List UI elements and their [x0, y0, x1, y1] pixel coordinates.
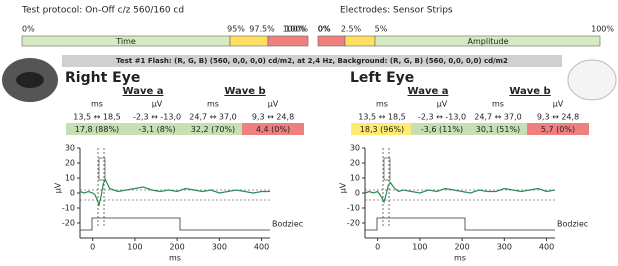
x-tick-label: 400	[539, 243, 554, 252]
wave-b: Wave b	[509, 86, 550, 97]
y-tick-label: 0	[355, 189, 360, 198]
y-label: µV	[339, 182, 348, 193]
x-tick-label: 400	[254, 243, 269, 252]
range: 13,5 ↔ 18,5	[358, 113, 405, 122]
unit: ms	[207, 100, 219, 109]
stimulus-label: Bodziec	[557, 220, 588, 229]
scale-mark: 5%	[375, 25, 388, 34]
unit: ms	[91, 100, 103, 109]
x-tick-label: 200	[454, 243, 469, 252]
scale-segment	[268, 36, 308, 46]
range: -2,3 ↔ -13,0	[418, 113, 466, 122]
unit: µV	[553, 100, 564, 109]
wave-b: Wave b	[224, 86, 265, 97]
trace	[365, 183, 555, 203]
x-tick-label: 100	[127, 243, 142, 252]
scale-label: Amplitude	[468, 37, 509, 46]
x-label: ms	[169, 254, 181, 263]
scale-mark: 100%	[283, 25, 306, 34]
eye-title: Left Eye	[350, 70, 414, 86]
x-tick-label: 200	[169, 243, 184, 252]
result: 4,4 (0%)	[256, 125, 290, 134]
scale-segment	[345, 36, 375, 46]
range: 9,3 ↔ 24,8	[537, 113, 579, 122]
eye-pupil	[16, 72, 44, 88]
scale-mark: 97.5%	[249, 25, 275, 34]
report: Test protocol: On-Off c/z 560/160 cd Elec…	[0, 0, 618, 266]
y-tick-label: 30	[350, 144, 360, 153]
scale-segment	[230, 36, 268, 46]
scale-end: 100%	[591, 25, 614, 34]
stimulus	[80, 218, 270, 230]
x-tick-label: 0	[90, 243, 95, 252]
scale-mark: 95%	[227, 25, 245, 34]
eye-icon	[568, 60, 616, 100]
scale-label: Time	[115, 37, 136, 46]
y-tick-label: 10	[65, 174, 75, 183]
result: -3,1 (8%)	[138, 125, 175, 134]
test-title: Test #1 Flash: (R, G, B) (560, 0,0, 0,0)…	[116, 57, 508, 65]
trace	[80, 180, 270, 206]
scale-mark: 2.5%	[341, 25, 362, 34]
range: -2,3 ↔ -13,0	[133, 113, 181, 122]
y-tick-label: 20	[350, 159, 360, 168]
eye-title: Right Eye	[65, 70, 140, 86]
y-tick-label: 10	[350, 174, 360, 183]
result: 18,3 (96%)	[360, 125, 404, 134]
unit: ms	[492, 100, 504, 109]
result: 17,8 (88%)	[75, 125, 119, 134]
stimulus-label: Bodziec	[272, 220, 303, 229]
y-tick-label: 30	[65, 144, 75, 153]
unit: ms	[376, 100, 388, 109]
x-tick-label: 100	[412, 243, 427, 252]
x-tick-label: 300	[497, 243, 512, 252]
wave-a: Wave a	[408, 86, 449, 97]
range: 24,7 ↔ 37,0	[189, 113, 236, 122]
x-label: ms	[454, 254, 466, 263]
result: 32,2 (70%)	[191, 125, 235, 134]
scale-start: 0%	[22, 25, 35, 34]
scale-segment	[318, 36, 345, 46]
wave-a: Wave a	[123, 86, 164, 97]
y-tick-label: 20	[65, 159, 75, 168]
result: -3,6 (11%)	[421, 125, 463, 134]
x-tick-label: 300	[212, 243, 227, 252]
result: 5,7 (0%)	[541, 125, 575, 134]
range: 24,7 ↔ 37,0	[474, 113, 521, 122]
electrodes: Electrodes: Sensor Strips	[340, 6, 453, 16]
scale-mark: 0%	[318, 25, 331, 34]
y-tick-label: -20	[62, 219, 75, 228]
unit: µV	[437, 100, 448, 109]
y-tick-label: -10	[62, 204, 75, 213]
y-label: µV	[54, 182, 63, 193]
y-tick-label: 0	[70, 189, 75, 198]
range: 9,3 ↔ 24,8	[252, 113, 294, 122]
x-tick-label: 0	[375, 243, 380, 252]
protocol: Test protocol: On-Off c/z 560/160 cd	[21, 6, 184, 16]
stimulus	[365, 218, 555, 230]
y-tick-label: -10	[347, 204, 360, 213]
y-tick-label: -20	[347, 219, 360, 228]
range: 13,5 ↔ 18,5	[73, 113, 120, 122]
unit: µV	[268, 100, 279, 109]
unit: µV	[152, 100, 163, 109]
result: 30,1 (51%)	[476, 125, 520, 134]
